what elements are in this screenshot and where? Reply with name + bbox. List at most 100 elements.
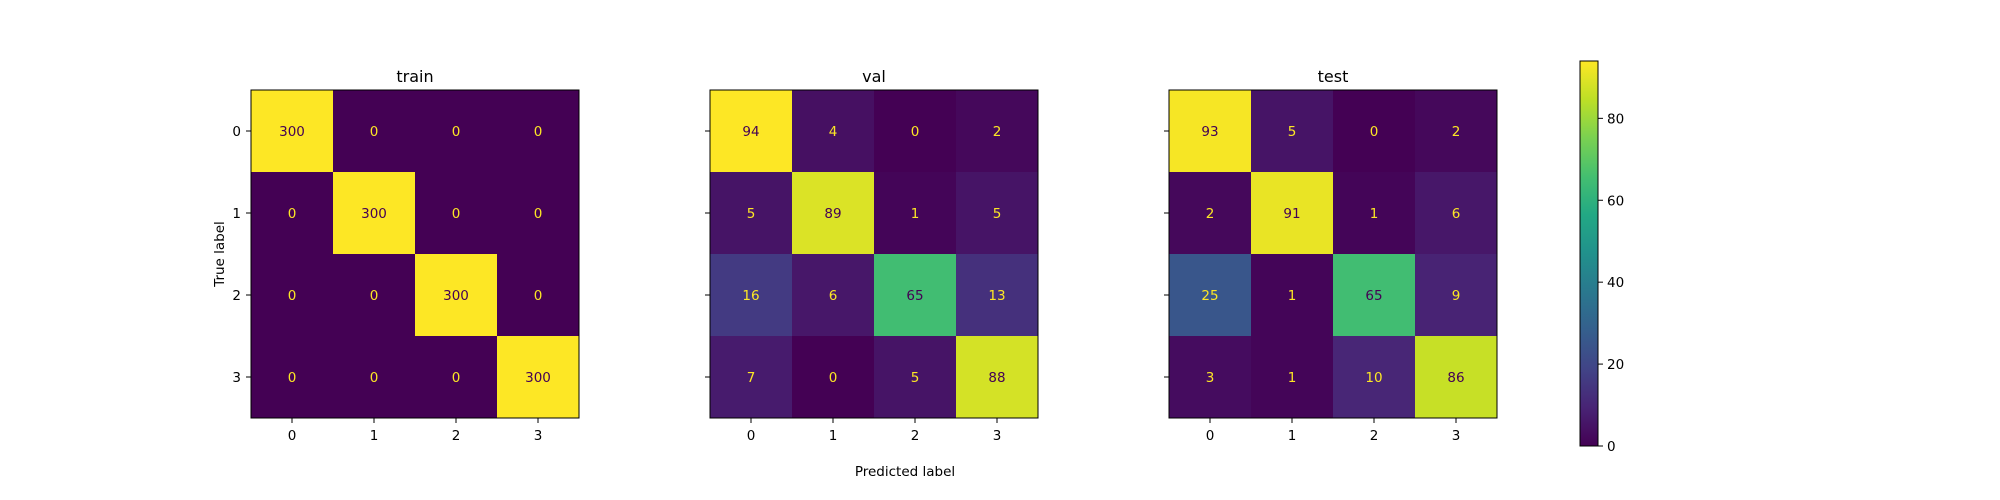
matrix-cell — [333, 172, 416, 255]
matrix-cell — [251, 254, 334, 337]
cell-value: 0 — [370, 370, 379, 386]
cell-value: 1 — [911, 206, 920, 222]
matrix-cell — [333, 90, 416, 173]
x-tick-label: 3 — [1452, 428, 1461, 444]
matrix-cell — [1415, 254, 1498, 337]
panel-train: train 300 0 0 0 0 300 0 0 0 0 300 0 0 0 0 300 0 0 1 1 2 2 3 3 — [232, 67, 580, 444]
cell-value: 300 — [443, 288, 469, 304]
panel-frame — [709, 89, 1039, 419]
x-axis-label: Predicted label — [855, 464, 955, 480]
colorbar-tick-label: 60 — [1607, 193, 1624, 209]
panel-frame — [250, 89, 580, 419]
colorbar-tick-label: 20 — [1607, 357, 1624, 373]
matrix-cell — [956, 90, 1039, 173]
cell-value: 65 — [1365, 288, 1382, 304]
cell-value: 1 — [1288, 288, 1297, 304]
cell-value: 0 — [452, 206, 461, 222]
x-tick-label: 1 — [370, 428, 379, 444]
cell-value: 1 — [1370, 206, 1379, 222]
x-tick-label: 0 — [288, 428, 297, 444]
cell-value: 5 — [1288, 124, 1297, 140]
matrix-cell — [1333, 172, 1416, 255]
x-tick-label: 2 — [1370, 428, 1379, 444]
cell-value: 0 — [370, 288, 379, 304]
matrix-cell — [956, 336, 1039, 419]
matrix-cell — [792, 90, 875, 173]
cell-value: 0 — [829, 370, 838, 386]
cell-value: 0 — [288, 370, 297, 386]
cell-value: 86 — [1447, 370, 1464, 386]
panel-frame — [1168, 89, 1498, 419]
cell-value: 16 — [742, 288, 759, 304]
x-tick-label: 2 — [452, 428, 461, 444]
x-tick-label: 2 — [911, 428, 920, 444]
x-tick-label: 1 — [1288, 428, 1297, 444]
cell-value: 5 — [993, 206, 1002, 222]
colorbar-tick-label: 0 — [1607, 439, 1616, 455]
colorbar-gradient — [1580, 61, 1598, 446]
cell-value: 0 — [1370, 124, 1379, 140]
cell-value: 300 — [279, 124, 305, 140]
matrix-cell — [874, 90, 957, 173]
matrix-cell — [792, 172, 875, 255]
matrix-cell — [874, 336, 957, 419]
panel-title: val — [862, 67, 886, 86]
matrix-cell — [497, 254, 580, 337]
matrix-cell — [1251, 254, 1334, 337]
matrix-cell — [1169, 336, 1252, 419]
matrix-cell — [956, 172, 1039, 255]
matrix-cell — [497, 336, 580, 419]
matrix-cell — [251, 90, 334, 173]
cell-value: 6 — [829, 288, 838, 304]
matrix-cell — [415, 172, 498, 255]
cell-value: 0 — [288, 206, 297, 222]
matrix-cell — [1415, 336, 1498, 419]
matrix-cell — [251, 172, 334, 255]
cell-value: 65 — [906, 288, 923, 304]
matrix-cell — [956, 254, 1039, 337]
panel-title: train — [396, 67, 433, 86]
cell-value: 25 — [1201, 288, 1218, 304]
cell-value: 0 — [534, 288, 543, 304]
colorbar-frame — [1579, 60, 1599, 447]
matrix-cell — [1333, 336, 1416, 419]
y-tick-label: 1 — [232, 206, 241, 222]
matrix-cell — [1333, 254, 1416, 337]
cell-value: 2 — [1206, 206, 1215, 222]
x-tick-label: 3 — [993, 428, 1002, 444]
matrix-cell — [333, 336, 416, 419]
cell-value: 88 — [988, 370, 1005, 386]
cell-value: 0 — [288, 288, 297, 304]
colorbar: 0 20 40 60 80 — [1579, 60, 1624, 455]
matrix-cell — [792, 336, 875, 419]
panel-title: test — [1318, 67, 1349, 86]
x-tick-label: 0 — [747, 428, 756, 444]
matrix-cell — [1169, 254, 1252, 337]
matrix-cell — [1169, 172, 1252, 255]
cell-value: 94 — [742, 124, 759, 140]
cell-value: 0 — [534, 124, 543, 140]
x-tick-label: 0 — [1206, 428, 1215, 444]
matrix-cell — [415, 254, 498, 337]
matrix-cell — [251, 336, 334, 419]
colorbar-tick-label: 80 — [1607, 111, 1624, 127]
matrix-cell — [415, 336, 498, 419]
cell-value: 9 — [1452, 288, 1461, 304]
y-axis-label: True label — [212, 221, 228, 288]
y-tick-label: 3 — [232, 370, 241, 386]
matrix-cell — [415, 90, 498, 173]
matrix-cell — [710, 172, 793, 255]
matrix-cell — [497, 172, 580, 255]
cell-value: 0 — [370, 124, 379, 140]
panel-val: val 94 4 0 2 5 89 1 5 16 6 65 13 7 0 5 88 0 1 2 3 — [705, 67, 1039, 444]
cell-value: 93 — [1201, 124, 1218, 140]
cell-value: 89 — [824, 206, 841, 222]
matrix-cell — [1251, 336, 1334, 419]
matrix-cell — [710, 336, 793, 419]
cell-value: 5 — [747, 206, 756, 222]
matrix-cell — [1415, 90, 1498, 173]
cell-value: 3 — [1206, 370, 1215, 386]
cell-value: 91 — [1283, 206, 1300, 222]
